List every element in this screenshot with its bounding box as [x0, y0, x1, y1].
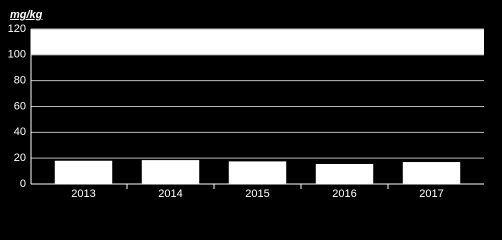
x-tick-label: 2017 [419, 188, 443, 200]
bar [54, 160, 113, 184]
y-tick-label: 120 [8, 23, 26, 35]
y-tick-label: 20 [14, 152, 26, 164]
bar [141, 160, 200, 184]
y-tick-label: 60 [14, 100, 26, 112]
y-tick-label: 40 [14, 126, 26, 138]
threshold-band [31, 29, 484, 55]
chart: mg/kg 0 20 40 60 80 100 120 2013 2014 2015 2016 201… [7, 8, 484, 200]
y-tick-label: 0 [20, 178, 26, 190]
y-tick-label: 80 [14, 75, 26, 87]
bar [315, 163, 374, 184]
x-tick-label: 2015 [245, 188, 269, 200]
x-tick-label: 2013 [71, 188, 95, 200]
y-tick-label: 100 [8, 49, 26, 61]
x-tick-label: 2014 [158, 188, 182, 200]
page: {"chart_data": {"type": "bar", "unit": "… [7, 8, 484, 200]
bar [402, 162, 461, 184]
bar [228, 161, 287, 184]
unit-label: mg/kg [10, 9, 43, 21]
x-tick-label: 2016 [332, 188, 356, 200]
